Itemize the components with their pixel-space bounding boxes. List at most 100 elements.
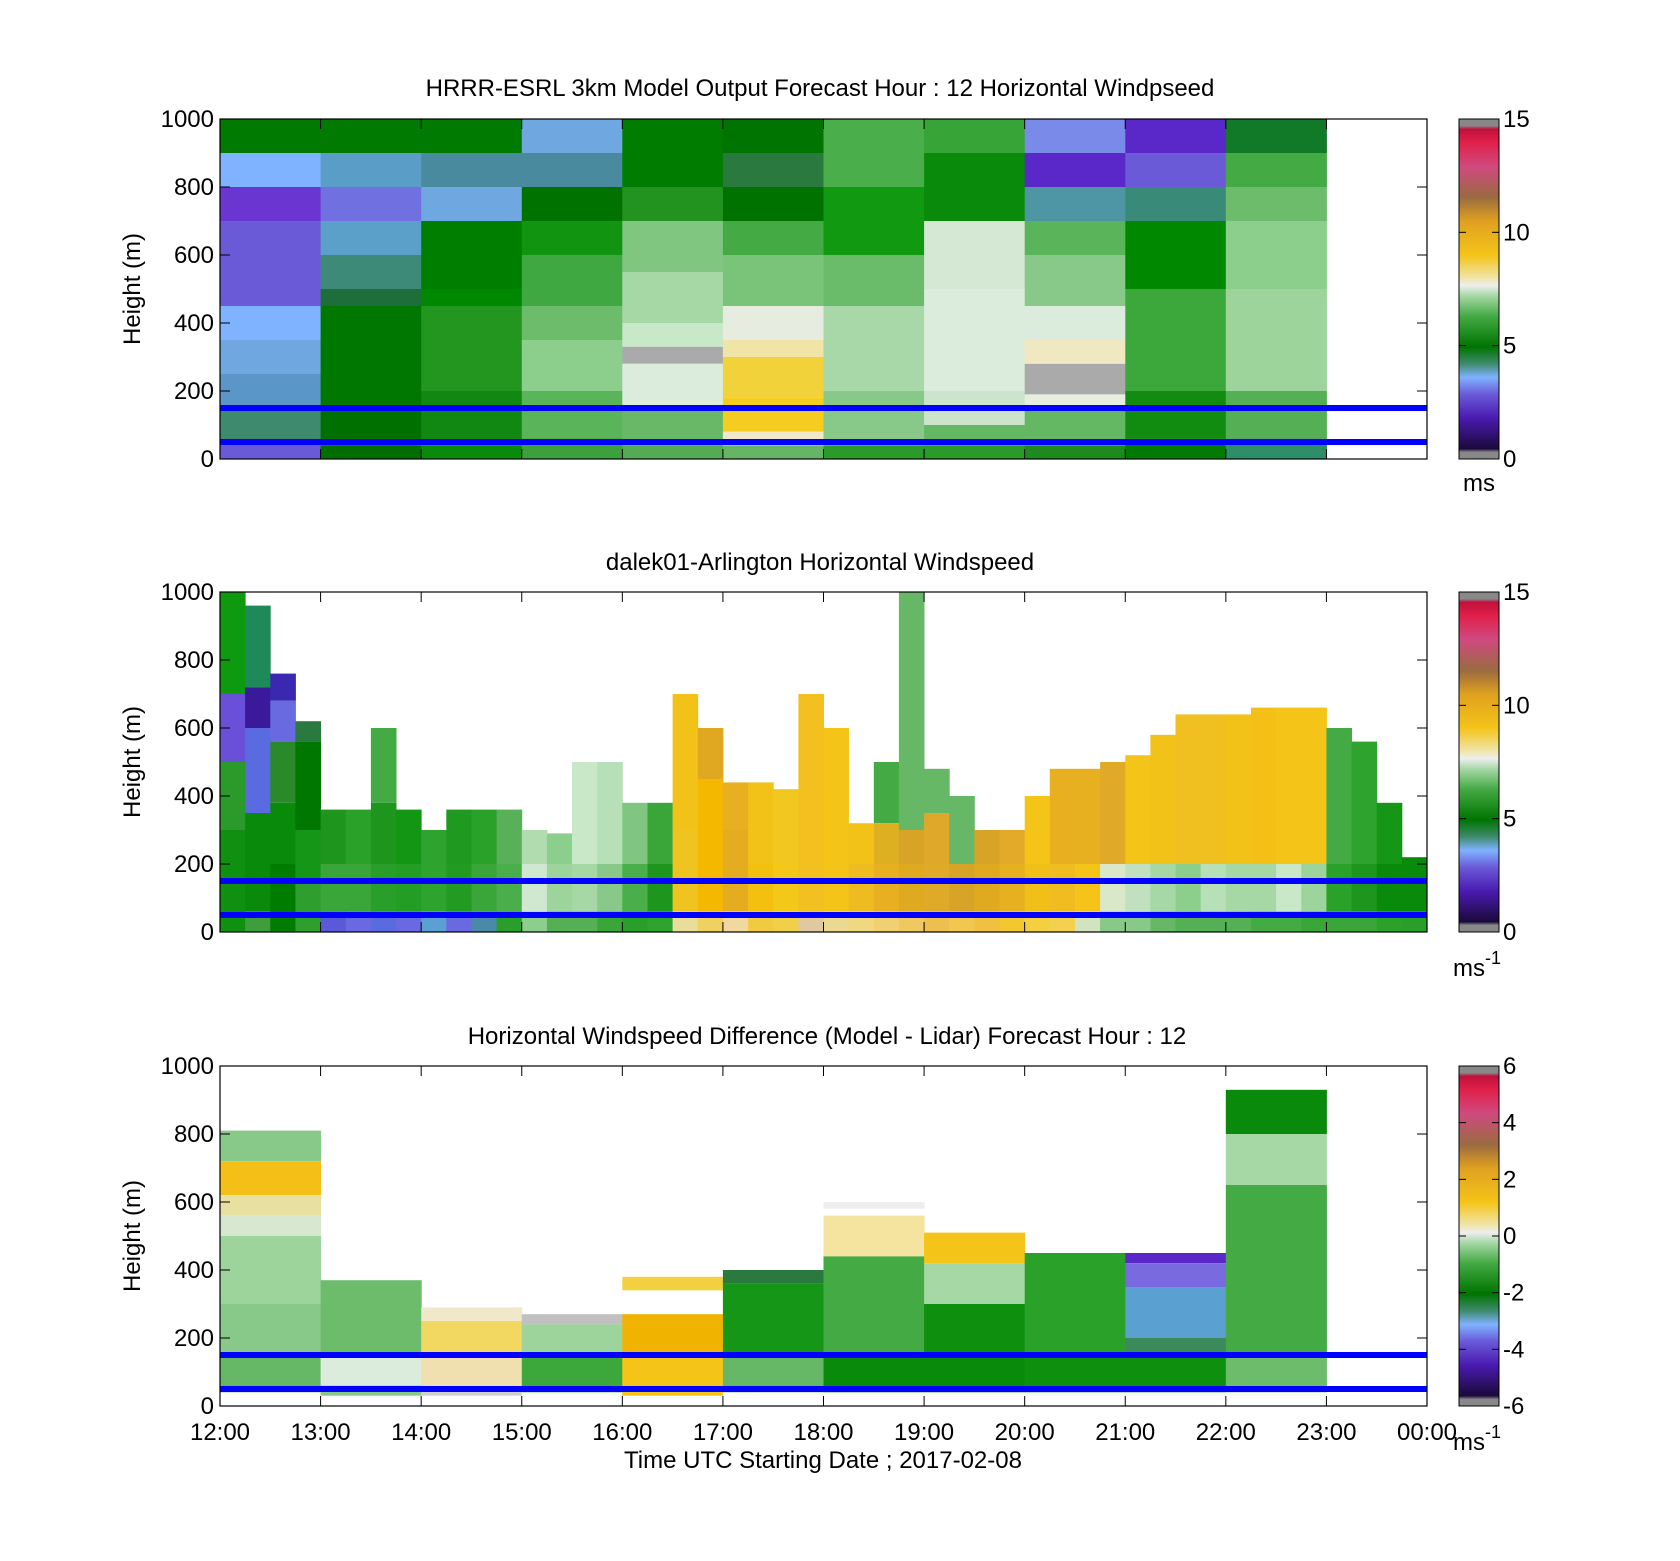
x-tick-label: 17:00 [693,1419,753,1446]
heatmap-cell [295,830,321,881]
heatmap-cell [722,153,824,187]
x-tick-label: 12:00 [190,1419,250,1446]
heatmap-cell [622,1314,724,1355]
heatmap-cell [1125,187,1227,221]
heatmap-cell [1376,802,1403,864]
heatmap-cell [1100,762,1126,864]
y-tick-label: 0 [201,446,214,473]
heatmap-cell [1276,707,1302,864]
heatmap-cell [421,153,523,187]
heatmap-cell [220,1161,322,1196]
heatmap-cell [823,391,925,446]
x-tick-label: 14:00 [391,1419,451,1446]
heatmap-cell [1125,119,1227,153]
x-tick-label: 19:00 [894,1419,954,1446]
heatmap-cell [421,864,447,912]
x-tick-label: 13:00 [291,1419,351,1446]
heatmap-cell [521,864,548,912]
heatmap-cell [320,1395,422,1406]
y-tick-label: 800 [174,647,214,674]
heatmap-cell [823,445,925,459]
panel-model-title: HRRR-ESRL 3km Model Output Forecast Hour… [426,75,1215,102]
heatmap-cell [421,445,523,459]
colorbar-tick-label: 4 [1503,1110,1516,1137]
heatmap-cell [521,153,623,187]
panel-difference-y-ticks: 0 200 400 600 800 1000 [161,1053,1427,1420]
panel-lidar-unit-base: ms [1453,955,1485,982]
heatmap-cell [370,802,397,864]
heatmap-cell [295,881,321,932]
heatmap-cell [898,592,925,830]
heatmap-cell [848,823,875,864]
heatmap-cell [1150,864,1176,912]
heatmap-cell [1225,1185,1327,1355]
heatmap-cell [421,1395,523,1406]
heatmap-cell [1351,864,1378,912]
heatmap-cell [1125,391,1227,439]
heatmap-cell [722,357,824,398]
panel-lidar-y-label: Height (m) [119,706,146,818]
heatmap-cell [320,187,422,221]
x-tick-label: 15:00 [492,1419,552,1446]
heatmap-cell [270,864,296,932]
heatmap-cell [1024,221,1126,255]
heatmap-cell [924,1263,1026,1304]
heatmap-cell [446,809,472,864]
heatmap-cell [1225,714,1252,864]
colorbar-gradient [1458,591,1500,933]
panel-model-colorbar: 0 5 10 15 [1458,106,1530,473]
heatmap-cell [924,153,1026,221]
heatmap-cell [924,1232,1026,1264]
heatmap-cell [647,802,674,864]
heatmap-cell [220,374,322,408]
colorbar-tick-label: 0 [1503,446,1516,473]
heatmap-cell [320,1355,422,1386]
heatmap-cell [622,1395,724,1406]
heatmap-cell [1150,734,1176,864]
panel-lidar: dalek01-Arlington Horizontal Windspeed 0… [119,549,1530,982]
heatmap-cell [1024,796,1051,864]
heatmap-cell [823,1215,925,1257]
heatmap-cell [521,1392,623,1406]
x-tick-label: 21:00 [1095,1419,1155,1446]
colorbar-gradient [1458,118,1500,460]
heatmap-cell [924,864,950,912]
heatmap-cell [1301,864,1327,912]
heatmap-cell [924,119,1026,153]
heatmap-cell [722,1392,824,1406]
heatmap-cell [647,864,674,912]
heatmap-cell [1225,187,1327,221]
heatmap-cell [974,830,1000,864]
heatmap-cell [1125,1253,1227,1264]
heatmap-cell [1225,1089,1327,1134]
y-tick-label: 400 [174,1257,214,1284]
heatmap-cell [521,221,623,255]
heatmap-cell [924,445,1026,459]
heatmap-cell [823,728,850,864]
heatmap-cell [396,809,422,864]
panel-difference-y-label: Height (m) [119,1180,146,1292]
heatmap-cell [924,289,1026,391]
heatmap-cell [924,221,1026,289]
heatmap-cell [1225,1392,1327,1406]
heatmap-cell [245,605,271,688]
heatmap-cell [924,1392,1026,1406]
heatmap-cell [220,1236,322,1304]
heatmap-cell [898,864,925,912]
heatmap-cell [1376,864,1403,912]
heatmap-cell [1125,289,1227,391]
heatmap-cell [220,592,246,694]
heatmap-cell [622,221,724,272]
heatmap-cell [220,221,322,289]
heatmap-cell [823,1256,925,1355]
heatmap-cell [546,833,573,864]
heatmap-cell [1049,864,1076,912]
heatmap-cell [421,289,523,306]
heatmap-cell [220,1195,322,1216]
heatmap-cell [873,864,900,912]
heatmap-cell [1125,864,1151,912]
heatmap-cell [1125,1263,1227,1287]
heatmap-cell [421,221,523,289]
heatmap-cell [722,340,824,357]
panel-difference-unit-base: ms [1453,1429,1485,1456]
